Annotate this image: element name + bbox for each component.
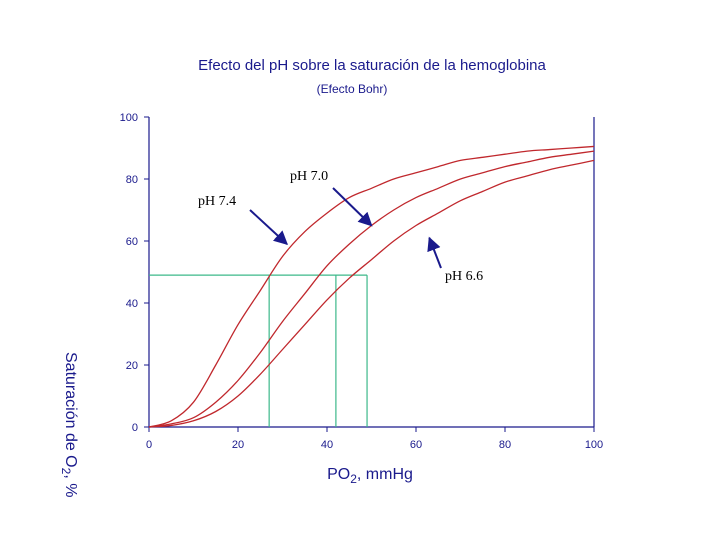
x-tick-label: 20 [232,439,244,451]
x-tick-label: 0 [146,439,152,451]
series-lines [148,145,595,428]
axes [144,116,595,432]
x-tick-label: 40 [321,439,333,451]
annotation-arrow [427,236,442,269]
chart-title: Efecto del pH sobre la saturación de la … [198,57,546,74]
y-tick-label: 40 [126,298,138,310]
y-axis-label: Saturación de O2, % [59,352,79,497]
x-tick-label: 80 [499,439,511,451]
y-tick-label: 80 [126,174,138,186]
p50-reference-lines [149,274,368,427]
chart-subtitle: (Efecto Bohr) [317,82,388,96]
annotations: pH 7.4 pH 7.0 pH 6.6 [198,169,483,284]
x-tick-label: 100 [585,439,603,451]
annotation-label: pH 7.0 [290,169,328,184]
y-tick-label: 60 [126,236,138,248]
series-line-ph-7-4 [148,145,595,428]
series-line-ph-7-0 [148,150,595,428]
x-axis-label: PO2, mmHg [327,466,413,486]
annotation-label: pH 7.4 [198,194,236,209]
annotation-arrow [249,209,288,246]
y-tick-label: 20 [126,360,138,372]
tick-labels: 0 20 40 60 80 100 0 20 40 60 80 100 [120,112,604,451]
x-tick-label: 60 [410,439,422,451]
annotation-arrow [332,187,373,227]
y-tick-label: 0 [132,422,138,434]
y-tick-label: 100 [120,112,138,124]
series-line-ph-6-6 [148,159,595,428]
annotation-label: pH 6.6 [445,269,483,284]
